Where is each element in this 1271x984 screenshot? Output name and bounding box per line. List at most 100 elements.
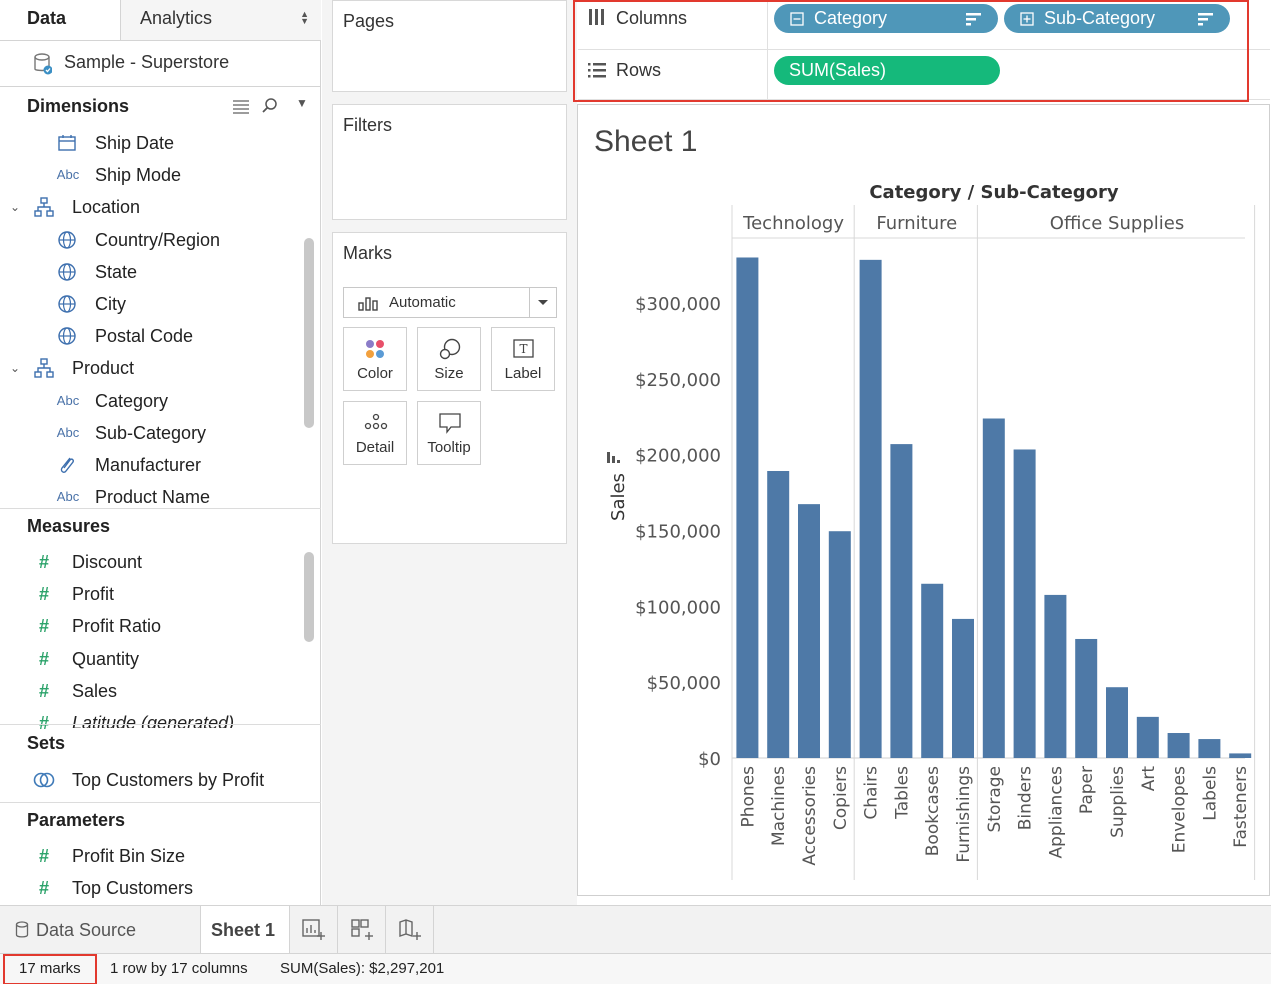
x-tick-label: Supplies [1108,766,1128,838]
x-tick-label: Appliances [1046,766,1066,859]
group-header-label: Office Supplies [1050,213,1184,234]
chevron-down-icon[interactable] [529,288,556,317]
globe-icon [58,230,76,249]
pages-card[interactable]: Pages [332,0,567,92]
pane-tabs: Data Analytics ▲ ▼ [0,0,321,41]
bar [890,444,913,758]
measure-label: Sales [72,680,118,701]
tooltip-button[interactable]: Tooltip [417,401,481,465]
tab-data[interactable]: Data [0,0,120,40]
y-tick-label: $50,000 [647,673,721,694]
measure-label: Discount [72,552,143,572]
detail-label: Detail [355,439,395,456]
x-tick-label: Accessories [800,766,820,866]
group-header-label: Technology [742,213,844,234]
color-icon [366,340,384,358]
database-icon [34,53,52,75]
sub-category-pill-label: Sub-Category [1044,8,1156,28]
rows-icon [588,63,606,78]
abc-icon: Abc [56,167,80,183]
data-source-item[interactable]: Sample - Superstore [0,41,321,87]
sets-title: Sets [27,733,66,753]
measures-scrollbar[interactable] [304,552,314,642]
rows-shelf[interactable]: Rows SUM(Sales) [578,50,1270,100]
dimension-label: Sub-Category [95,422,207,443]
sheet-view: Sheet 1 Category / Sub-Category $0 $50,000… [577,104,1270,896]
x-tick-label: Machines [769,766,789,846]
abc-icon: Abc [56,424,80,440]
sum-sales-total: SUM(Sales): $2,297,201 [280,960,445,977]
dimension-label: City [95,294,126,314]
filters-title: Filters [343,115,392,135]
detail-button[interactable]: Detail [343,401,407,465]
category-pill-label: Category [814,8,888,28]
size-button[interactable]: Size [417,327,481,391]
rows-label: Rows [578,50,768,99]
detail-icon [364,413,388,430]
sub-category-pill[interactable]: Sub-Category [1004,4,1230,33]
hash-icon: # [38,846,49,866]
x-tick-label: Chairs [862,766,882,820]
bar [1229,753,1252,758]
mark-type-value: Automatic [389,294,456,311]
sheet-1-tab[interactable]: Sheet 1 [200,906,290,954]
parameters-title: Parameters [27,810,126,830]
list-view-icon[interactable] [232,98,250,119]
chevron-down-icon[interactable]: ▼ [296,96,308,110]
filters-card[interactable]: Filters [332,104,567,220]
marks-card: Marks Automatic Color Size T Label Detai… [332,232,567,544]
dimensions-scrollbar[interactable] [304,238,314,428]
set-item[interactable]: Top Customers by Profit [72,770,265,790]
x-tick-label: Tables [892,766,912,820]
paperclip-icon [60,457,74,473]
set-icon [33,770,55,795]
label-button[interactable]: T Label [491,327,555,391]
chevron-down-icon[interactable]: ⌄ [10,361,21,376]
updown-icon: ▲ ▼ [300,9,309,26]
search-icon[interactable] [262,98,278,119]
bar [736,257,759,758]
new-story-icon[interactable] [386,906,434,954]
abc-icon: Abc [56,392,80,408]
data-pane: Data Analytics ▲ ▼ Sample - Superstore Di… [0,0,321,905]
bar [982,418,1005,758]
measure-label: Profit Ratio [72,616,162,637]
rows-columns-count: 1 row by 17 columns [110,960,248,977]
rows-label-text: Rows [616,60,662,80]
globe-icon [58,327,76,345]
bar [1198,739,1221,758]
bar [1044,594,1067,758]
y-tick-label: $250,000 [635,370,721,391]
new-worksheet-icon[interactable] [290,906,338,954]
y-tick-label: $100,000 [635,597,721,618]
divider [0,802,321,803]
pages-title: Pages [343,11,395,31]
new-dashboard-icon[interactable] [338,906,386,954]
dimension-label: Location [72,197,141,218]
bar [767,470,790,758]
data-source-tab[interactable]: Data Source [0,906,200,954]
sum-sales-pill[interactable]: SUM(Sales) [774,56,1000,85]
marks-title: Marks [343,243,392,263]
tab-analytics[interactable]: Analytics ▲ ▼ [120,0,321,40]
bar [1013,449,1036,758]
columns-shelf[interactable]: Columns Category Sub-Category [578,0,1270,50]
measures-title: Measures [27,516,111,536]
sort-icon [966,13,981,26]
parameter-item[interactable]: Top Customers [72,878,194,898]
x-tick-label: Labels [1200,766,1220,821]
color-button[interactable]: Color [343,327,407,391]
size-label: Size [434,365,464,382]
chevron-down-icon[interactable]: ⌄ [10,200,21,215]
tab-analytics-label: Analytics [140,8,213,28]
sheet-title: Sheet 1 [594,125,698,158]
bar [798,504,820,758]
size-icon [439,338,461,360]
text-label-icon: T [513,339,534,358]
sort-icon [1198,13,1213,26]
mark-type-select[interactable]: Automatic [343,287,557,318]
category-pill[interactable]: Category [774,4,998,33]
dimension-label: Product [72,358,135,379]
highlight-box [573,0,1249,102]
parameter-item[interactable]: Profit Bin Size [72,846,186,866]
